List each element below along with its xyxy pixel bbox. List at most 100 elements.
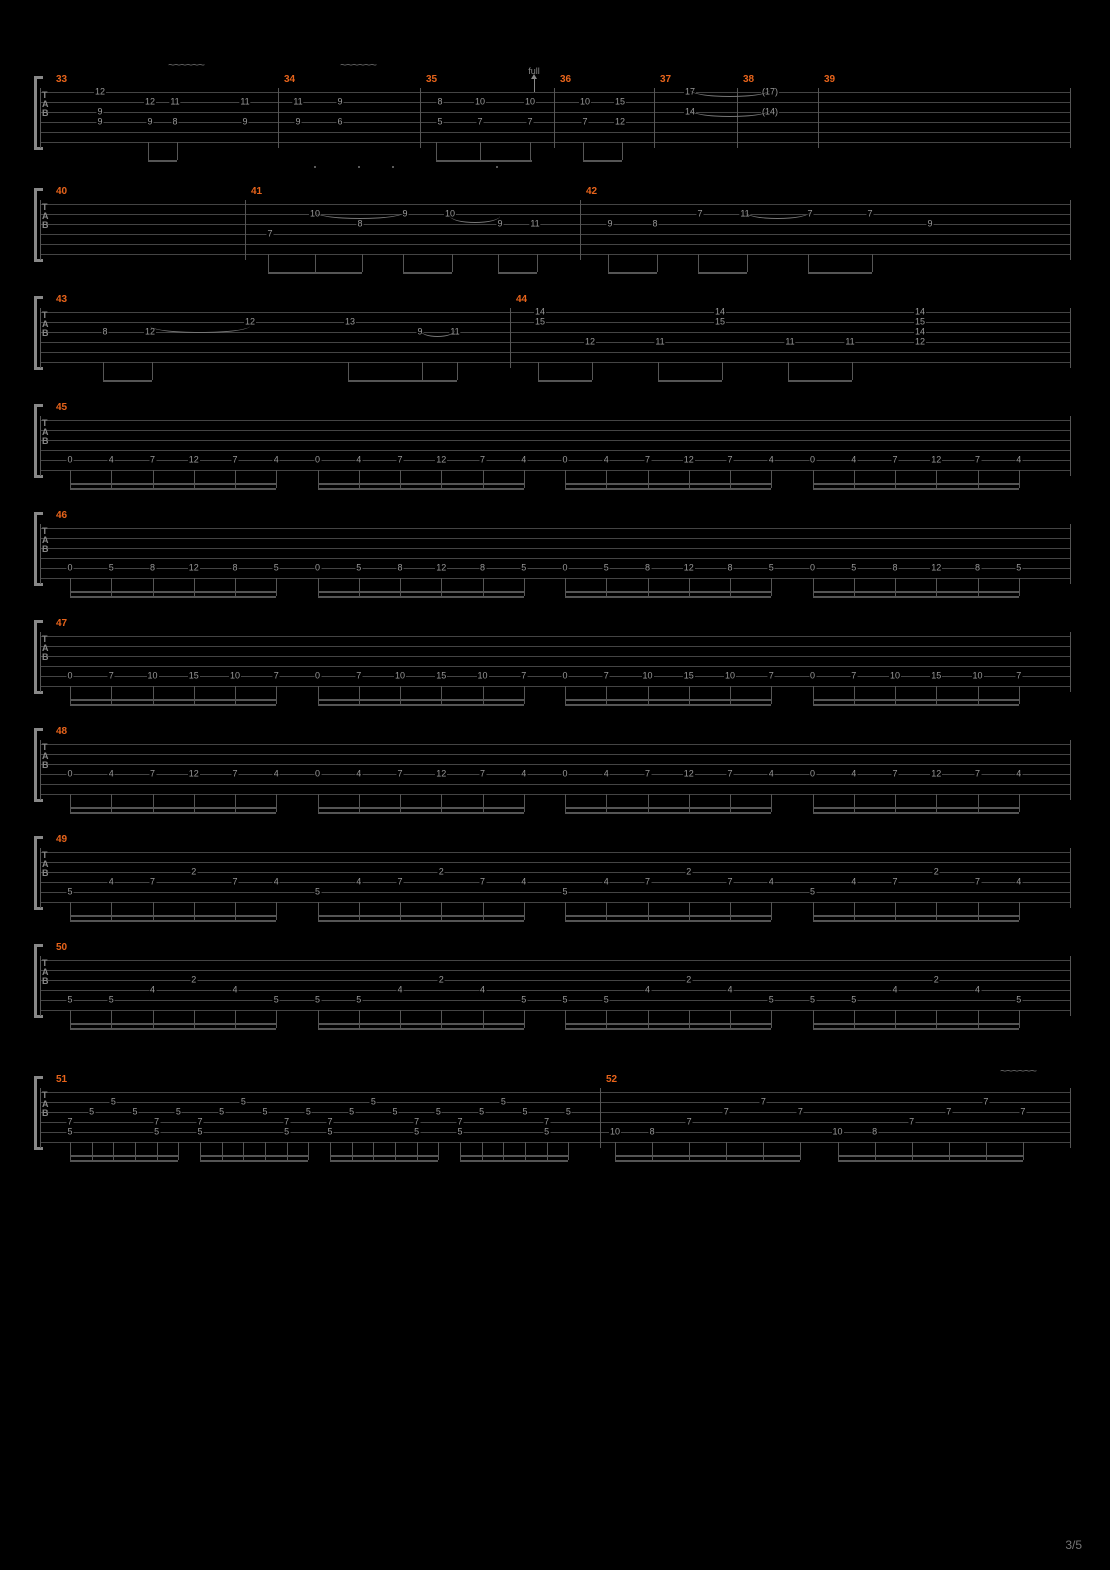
stem <box>854 470 855 488</box>
measure-number: 47 <box>56 618 67 629</box>
stem <box>606 578 607 596</box>
fret-number: 4 <box>520 770 527 779</box>
stem <box>70 1010 71 1028</box>
fret-number: 0 <box>809 456 816 465</box>
stem <box>875 1142 876 1160</box>
fret-number: 5 <box>436 118 443 127</box>
measure-number: 43 <box>56 294 67 305</box>
fret-number: 5 <box>456 1128 463 1137</box>
beam-group <box>70 906 276 922</box>
fret-number: 15 <box>930 672 942 681</box>
stem <box>460 1142 461 1160</box>
fret-number: 5 <box>240 1098 247 1107</box>
beam-group <box>813 582 1019 598</box>
fret-number: 14 <box>914 308 926 317</box>
staff-line <box>40 1122 1070 1123</box>
fret-number: 12 <box>683 564 695 573</box>
fret-number: 10 <box>641 672 653 681</box>
measure-number: 51 <box>56 1074 67 1085</box>
beam-group <box>148 146 177 162</box>
staff-line <box>40 636 1070 637</box>
stem <box>583 142 584 160</box>
fret-number: 10 <box>579 98 591 107</box>
measure-number: 39 <box>824 74 835 85</box>
measure-number: 50 <box>56 942 67 953</box>
beam-group <box>70 1014 276 1030</box>
rhythm-dot <box>496 166 498 168</box>
barline <box>40 308 41 368</box>
fret-number: 7 <box>456 1118 463 1127</box>
fret-number: 7 <box>396 878 403 887</box>
fret-number: 7 <box>726 770 733 779</box>
tab-staff: TAB460581285058128505812850581285 <box>40 524 1070 584</box>
fret-number: 5 <box>314 888 321 897</box>
beam-group <box>813 690 1019 706</box>
stem <box>452 254 453 272</box>
stem <box>441 902 442 920</box>
barline <box>40 848 41 908</box>
beam-group <box>318 1014 524 1030</box>
stem <box>153 686 154 704</box>
fret-number: 2 <box>190 868 197 877</box>
stem <box>483 578 484 596</box>
stem <box>689 686 690 704</box>
stem <box>1019 794 1020 812</box>
stem <box>730 686 731 704</box>
stem <box>854 902 855 920</box>
stem <box>838 1142 839 1160</box>
fret-number: 7 <box>396 456 403 465</box>
stem <box>359 1010 360 1028</box>
stem <box>111 794 112 812</box>
fret-number: 12 <box>584 338 596 347</box>
stem <box>689 1010 690 1028</box>
tab-staff: TAB4707101510707101510707101510707101510… <box>40 632 1070 692</box>
stem <box>538 362 539 380</box>
measure-number: 38 <box>743 74 754 85</box>
fret-number: 7 <box>1019 1108 1026 1117</box>
fret-number: 12 <box>435 770 447 779</box>
stem <box>895 686 896 704</box>
stem <box>483 470 484 488</box>
stem <box>852 362 853 380</box>
stem <box>498 254 499 272</box>
barline <box>1070 1088 1071 1148</box>
staff-line <box>40 784 1070 785</box>
fret-number: 0 <box>561 564 568 573</box>
stem <box>235 902 236 920</box>
staff-line <box>40 852 1070 853</box>
fret-number: 8 <box>101 328 108 337</box>
barline <box>278 88 279 148</box>
beam-secondary <box>460 1155 568 1157</box>
stem <box>592 362 593 380</box>
barline <box>1070 848 1071 908</box>
stem <box>565 902 566 920</box>
stem <box>936 902 937 920</box>
stem <box>726 1142 727 1160</box>
tie-slur <box>690 90 770 97</box>
vibrato-mark: ~~~~~~ <box>1000 1064 1048 1078</box>
stem <box>400 902 401 920</box>
tab-system: TAB480471274047127404712740471274 <box>40 740 1070 800</box>
stem <box>813 1010 814 1028</box>
staff-line <box>40 960 1070 961</box>
fret-number: 0 <box>314 770 321 779</box>
stem <box>70 470 71 488</box>
fret-number: 15 <box>534 318 546 327</box>
fret-number: 8 <box>649 1128 656 1137</box>
stem <box>483 1010 484 1028</box>
fret-number: 12 <box>930 770 942 779</box>
fret-number: 7 <box>543 1118 550 1127</box>
beam-group <box>698 258 747 274</box>
stem <box>194 470 195 488</box>
stem <box>70 902 71 920</box>
stem <box>235 578 236 596</box>
barline <box>40 632 41 692</box>
staff-line <box>40 754 1070 755</box>
stem <box>417 1142 418 1160</box>
fret-number: 9 <box>336 98 343 107</box>
staff-line <box>40 132 1070 133</box>
fret-number: 2 <box>933 976 940 985</box>
beam-group <box>538 366 592 382</box>
fret-number: 4 <box>149 986 156 995</box>
stem <box>648 794 649 812</box>
